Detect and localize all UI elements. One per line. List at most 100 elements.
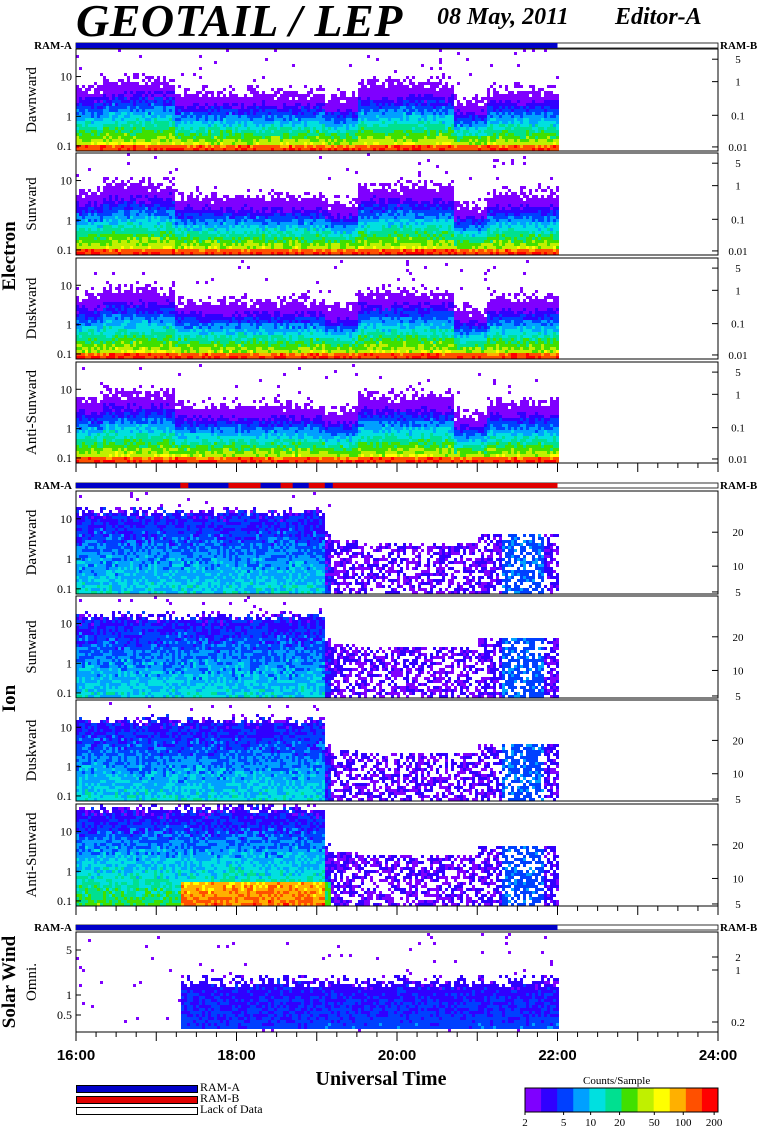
panel-electron-anti-sunward: 10 1 0.1 5 1 0.1 0.01 Anti-Sunward [24, 361, 748, 466]
figure-date: 08 May, 2011 [437, 4, 569, 31]
colorbar-swatch [653, 1088, 671, 1112]
legend-ram-a: RAM-A [76, 1080, 376, 1095]
colorbar-swatch [669, 1088, 687, 1112]
right-tick-label: 10 [733, 873, 745, 885]
panel-label: Duskward [24, 277, 40, 339]
y-tick-label: 1 [66, 109, 72, 123]
legend-label-ram-a: RAM-A [200, 1080, 240, 1095]
panel-electron-sunward: 10 1 0.1 5 1 0.1 0.01 Sunward [24, 152, 748, 258]
panel-ion-anti-sunward: 10 1 0.1 20 10 5 Anti-Sunward [24, 803, 745, 911]
ram-right-label: RAM-B [720, 480, 758, 492]
y-tick-label: 0.1 [57, 347, 72, 361]
colorbar-title: Counts/Sample [583, 1075, 650, 1087]
y-tick-label: 1 [66, 988, 72, 1002]
right-tick-label: 0.1 [731, 110, 745, 122]
ram-b-segment [180, 483, 189, 488]
right-tick-label: 0.1 [731, 319, 745, 331]
panel-label: Duskward [24, 719, 40, 781]
colorbar-tick-label: 50 [649, 1117, 661, 1128]
ram-bar-solar-wind: RAM-A RAM-B [34, 922, 758, 934]
ram-left-label: RAM-A [34, 922, 72, 934]
panel-electron-duskward: 10 1 0.1 5 1 0.1 0.01 Duskward [24, 257, 748, 362]
ram-b-segment [332, 483, 558, 488]
y-tick-label: 1 [66, 656, 72, 670]
panel-electron-dawnward: 10 1 0.1 5 1 0.1 0.01 Dawnward [24, 48, 748, 154]
y-tick-label: 1 [66, 864, 72, 878]
right-tick-label: 1 [735, 389, 741, 401]
y-tick-label: 1 [66, 318, 72, 332]
panel-label: Dawnward [24, 509, 40, 575]
right-tick-label: 0.01 [728, 350, 747, 362]
group-label-solar-wind: Solar Wind [0, 935, 20, 1028]
y-tick-label: 0.1 [57, 686, 72, 700]
y-tick-label: 0.1 [57, 789, 72, 803]
y-tick-label: 10 [60, 720, 72, 734]
right-tick-label: 1 [735, 285, 741, 297]
y-tick-label: 5 [66, 943, 72, 957]
heatmap-cells [76, 153, 559, 255]
legend-swatch-ram-a [76, 1085, 198, 1093]
y-tick-label: 1 [66, 422, 72, 436]
heatmap-cells [76, 260, 559, 359]
colorbar-tick-label: 20 [614, 1117, 626, 1128]
y-tick-label: 0.1 [57, 894, 72, 908]
right-tick-label: 5 [735, 899, 741, 911]
right-tick-label: 5 [735, 263, 741, 275]
ram-left-label: RAM-A [34, 40, 72, 52]
panel-frame [75, 48, 719, 152]
colorbar-tick-label: 5 [561, 1117, 567, 1128]
y-tick-label: 10 [60, 617, 72, 631]
panel-label: Anti-Sunward [24, 812, 40, 897]
y-tick-label: 1 [66, 760, 72, 774]
right-tick-label: 0.1 [731, 214, 745, 226]
ram-b-segment [280, 483, 293, 488]
ram-a-segment [76, 43, 558, 48]
right-tick-label: 1 [735, 77, 741, 89]
ram-bar-electron: RAM-A RAM-B [34, 40, 758, 52]
x-axis-title: Universal Time [0, 1068, 762, 1091]
right-tick-label: 1 [735, 181, 741, 193]
right-tick-label: 5 [735, 158, 741, 170]
heatmap-cells [76, 492, 559, 594]
colorbar-tick-label: 2 [522, 1117, 528, 1128]
ram-a-segment [76, 925, 558, 930]
legend-swatch-lack [76, 1107, 198, 1115]
right-tick-label: 10 [733, 665, 745, 677]
heatmap-cells [76, 364, 559, 463]
colorbar-tick-label: 200 [706, 1117, 723, 1128]
y-tick-label: 10 [60, 70, 72, 84]
legend-lack: Lack of Data [76, 1102, 376, 1117]
heatmap-cells [76, 804, 559, 906]
right-tick-label: 2 [735, 952, 741, 964]
colorbar-tick-label: 10 [585, 1117, 597, 1128]
right-tick-label: 5 [735, 367, 741, 379]
heatmap-cells [76, 49, 559, 151]
panel-frame [75, 152, 719, 256]
right-tick-label: 5 [735, 587, 741, 599]
right-tick-label: 0.01 [728, 142, 747, 154]
panel-label: Dawnward [24, 67, 40, 133]
y-tick-label: 0.1 [57, 139, 72, 153]
figure-title: GEOTAIL / LEP [76, 0, 403, 47]
x-tick-label: 22:00 [538, 1047, 576, 1064]
legend-label-lack: Lack of Data [200, 1102, 263, 1117]
right-tick-label: 20 [733, 840, 745, 852]
colorbar-swatch [605, 1088, 622, 1112]
ram-right-label: RAM-B [720, 40, 758, 52]
right-tick-label: 10 [733, 561, 745, 573]
y-tick-label: 1 [66, 213, 72, 227]
right-tick-label: 5 [735, 54, 741, 66]
colorbar-swatch [557, 1088, 574, 1112]
panel-frame [75, 257, 719, 360]
right-tick-label: 10 [733, 769, 745, 781]
panel-label: Omni. [24, 963, 40, 1001]
y-tick-label: 10 [60, 825, 72, 839]
ram-b-segment [308, 483, 325, 488]
colorbar-swatch [637, 1088, 655, 1112]
right-tick-label: 0.2 [731, 1017, 745, 1029]
colorbar-swatch [573, 1088, 590, 1112]
panel-ion-sunward: 10 1 0.1 20 10 5 Sunward [24, 595, 745, 703]
colorbar-swatch [589, 1088, 606, 1112]
